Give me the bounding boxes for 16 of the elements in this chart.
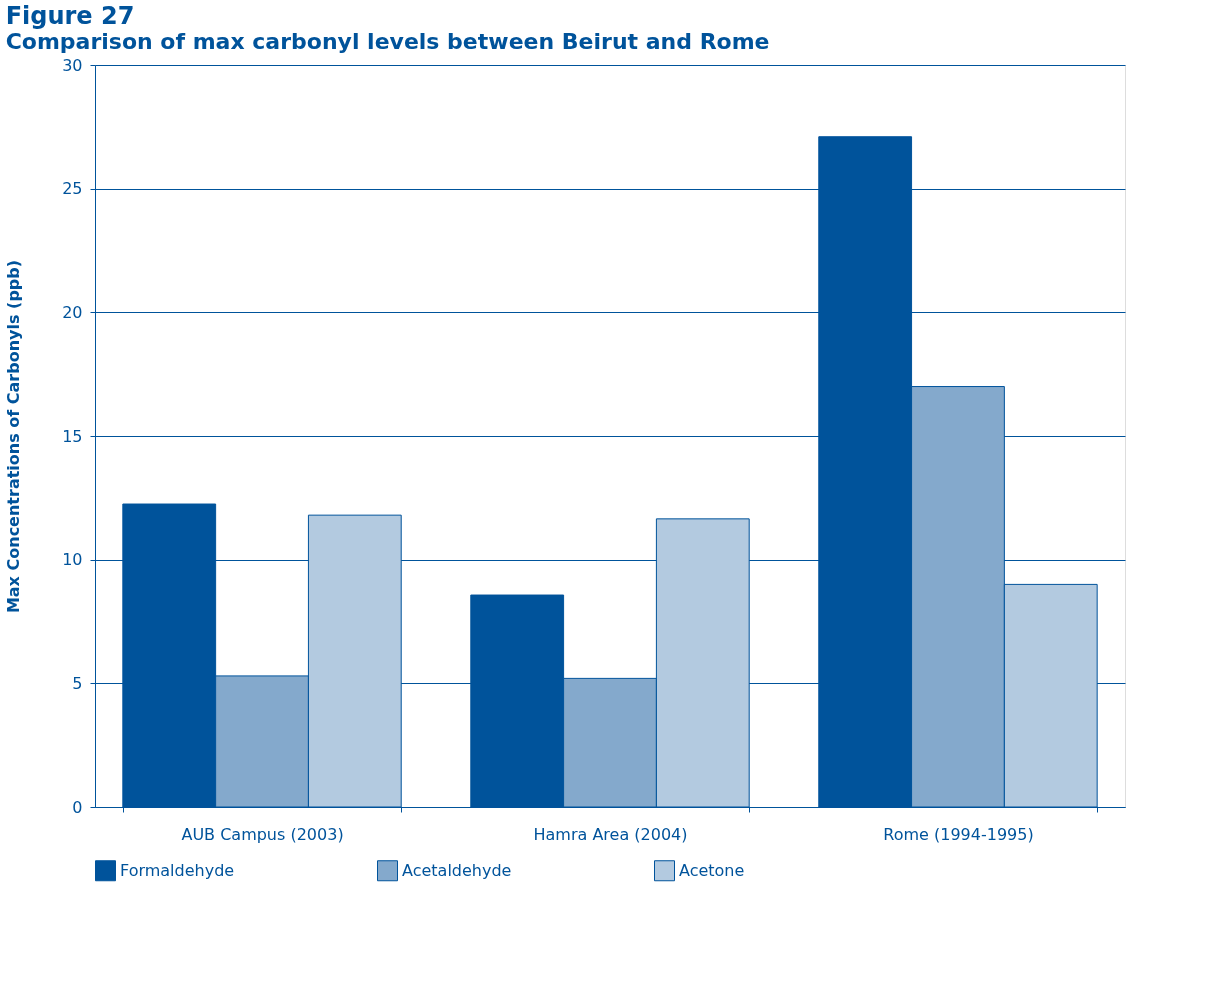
y-tick-label: 25	[62, 179, 83, 199]
y-tick-label: 0	[72, 797, 83, 817]
legend-label: Acetone	[679, 860, 745, 880]
y-tick-label: 10	[62, 550, 83, 570]
y-tick-label: 15	[62, 426, 83, 446]
y-axis-title: Max Concentrations of Carbonyls (ppb)	[4, 259, 24, 614]
chart-subtitle: Comparison of max carbonyl levels between Beirut and Rome	[5, 29, 770, 54]
y-tick-label: 30	[62, 55, 83, 75]
legend-label: Formaldehyde	[120, 860, 235, 880]
x-tick-label: Rome (1994-1995)	[883, 824, 1034, 844]
x-tick-label: Hamra Area (2004)	[533, 824, 688, 844]
y-tick-label: 20	[62, 302, 83, 322]
y-tick-label: 5	[72, 673, 83, 693]
x-tick-label: AUB Campus (2003)	[181, 824, 344, 844]
legend-label: Acetaldehyde	[402, 860, 512, 880]
chart-title: Figure 27	[5, 2, 135, 30]
